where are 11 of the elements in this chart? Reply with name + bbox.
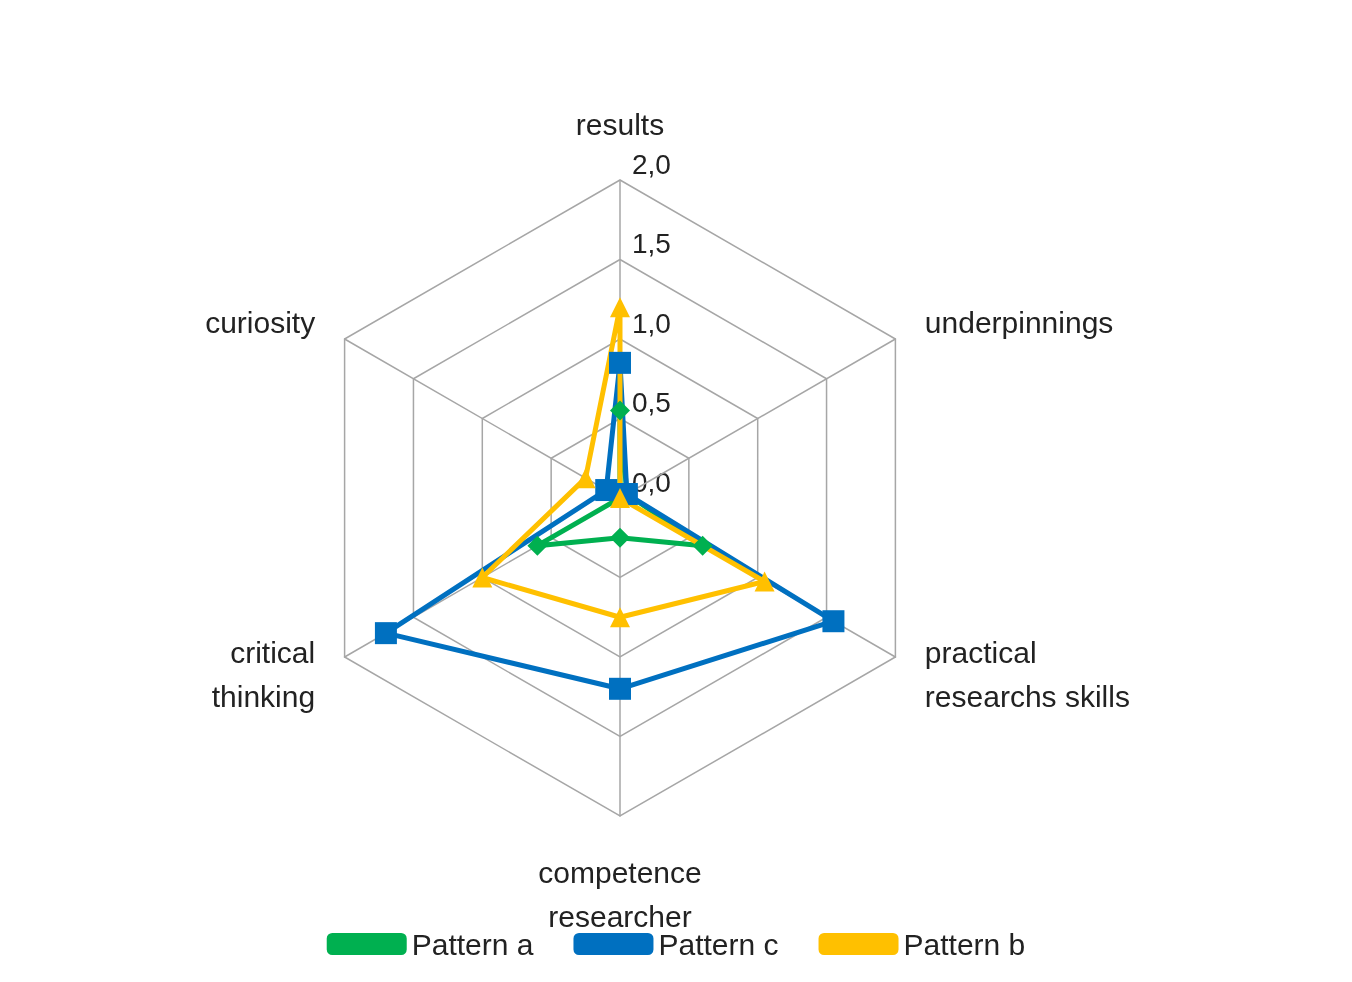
- legend-label: Pattern b: [903, 927, 1026, 961]
- legend-label: Pattern a: [411, 927, 534, 961]
- y-tick-label: 1,0: [632, 307, 671, 339]
- spoke-label: curiosity: [205, 305, 316, 339]
- y-tick-label: 0,5: [632, 387, 671, 418]
- y-tick-label: 1,5: [632, 228, 671, 259]
- spoke-label: practical researchs skills: [924, 635, 1130, 713]
- y-tick-label: 2,0: [632, 148, 671, 180]
- spoke-label: results: [575, 107, 665, 141]
- spoke-label: critical thinking: [211, 635, 316, 713]
- spoke-label: underpinnings: [924, 305, 1114, 339]
